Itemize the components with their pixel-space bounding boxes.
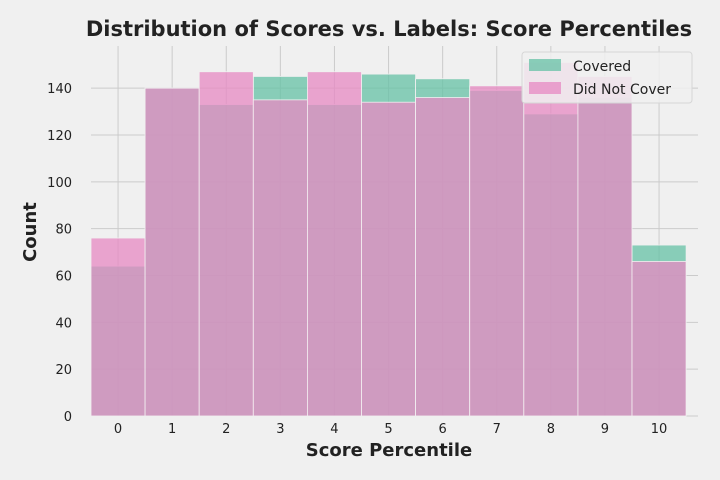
y-tick-labels: 0 20 40 60 80 100 120 140 [47,82,72,425]
chart-title: Distribution of Scores vs. Labels: Score… [86,17,692,41]
x-tick-label-9: 9 [601,422,609,437]
x-tick-label-7: 7 [493,422,501,437]
x-tick-labels: 0 1 2 3 4 5 6 7 8 9 10 [114,422,667,437]
y-axis-label: Count [20,202,41,262]
legend-swatch-covered [529,59,561,71]
bar-did-not-cover-1 [144,87,200,417]
legend: Covered Did Not Cover [521,51,693,104]
y-tick-label-0: 0 [64,410,72,425]
legend-label-covered: Covered [573,59,631,75]
x-tick-label-8: 8 [547,422,555,437]
y-tick-label-20: 20 [55,363,72,378]
x-tick-label-3: 3 [276,422,284,437]
legend-label-did-not-cover: Did Not Cover [573,82,671,98]
x-tick-label-1: 1 [168,422,176,437]
legend-swatch-did-not-cover [529,82,561,94]
bar-did-not-cover-6 [415,97,471,417]
x-tick-label-5: 5 [384,422,392,437]
legend-box [521,51,693,104]
bars-layer [90,61,687,417]
bar-did-not-cover-9 [577,76,633,417]
bar-did-not-cover-8 [523,61,579,417]
bar-did-not-cover-2 [198,71,254,417]
bar-did-not-cover-5 [361,101,416,417]
x-tick-label-2: 2 [222,422,230,437]
y-tick-label-60: 60 [55,269,72,284]
x-tick-label-6: 6 [439,422,447,437]
x-tick-label-10: 10 [651,422,668,437]
bar-did-not-cover-7 [469,85,525,417]
bar-did-not-cover-3 [252,99,308,417]
x-tick-label-0: 0 [114,422,122,437]
bar-did-not-cover-4 [306,71,362,417]
y-tick-label-80: 80 [55,223,72,238]
y-tick-label-120: 120 [47,129,72,144]
bar-did-not-cover-10 [631,261,687,417]
x-tick-label-4: 4 [330,422,338,437]
y-tick-label-100: 100 [47,176,72,191]
x-axis-label: Score Percentile [306,440,472,461]
y-tick-label-140: 140 [47,82,72,97]
bar-did-not-cover-0 [90,237,146,417]
y-tick-label-40: 40 [55,316,72,331]
